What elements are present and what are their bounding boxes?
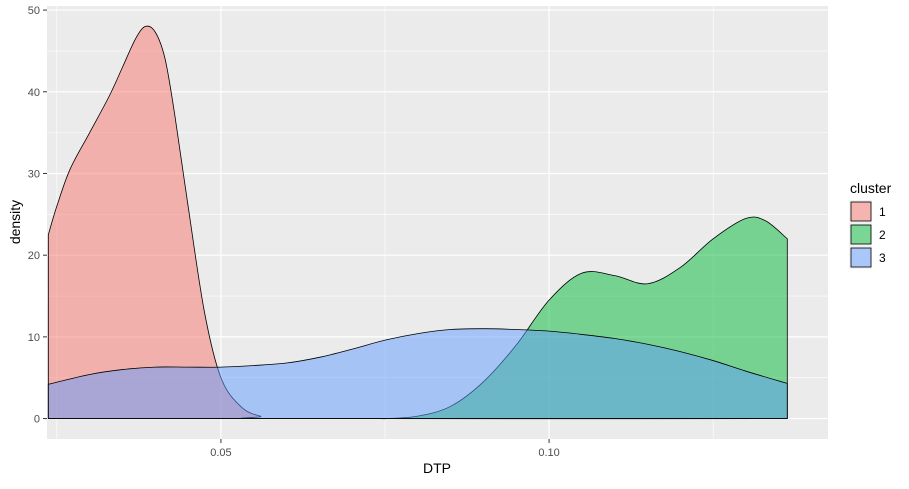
density-areas	[47, 25, 788, 420]
y-tick-label: 30	[28, 168, 40, 180]
y-tick-label: 20	[28, 250, 40, 262]
legend-key-swatch	[850, 201, 872, 222]
x-tick-label: 0.05	[210, 447, 231, 459]
legend: cluster 1 2 3	[849, 180, 892, 269]
legend-title: cluster	[850, 180, 892, 196]
y-tick-label: 50	[28, 5, 40, 17]
legend-key-label: 2	[879, 228, 886, 242]
legend-key-swatch	[850, 247, 872, 268]
x-axis-title: DTP	[423, 460, 451, 476]
legend-key-swatch	[850, 224, 872, 245]
y-tick-label: 10	[28, 332, 40, 344]
y-axis-title: density	[7, 200, 23, 244]
legend-key-label: 1	[879, 205, 886, 219]
axes: 0 10 20 30 40 50 0.05 0.10	[28, 5, 560, 459]
legend-key-label: 3	[879, 251, 886, 265]
y-tick-label: 0	[34, 414, 40, 426]
y-tick-label: 40	[28, 87, 40, 99]
x-tick-label: 0.10	[538, 447, 559, 459]
density-area-cluster-3	[47, 328, 788, 419]
